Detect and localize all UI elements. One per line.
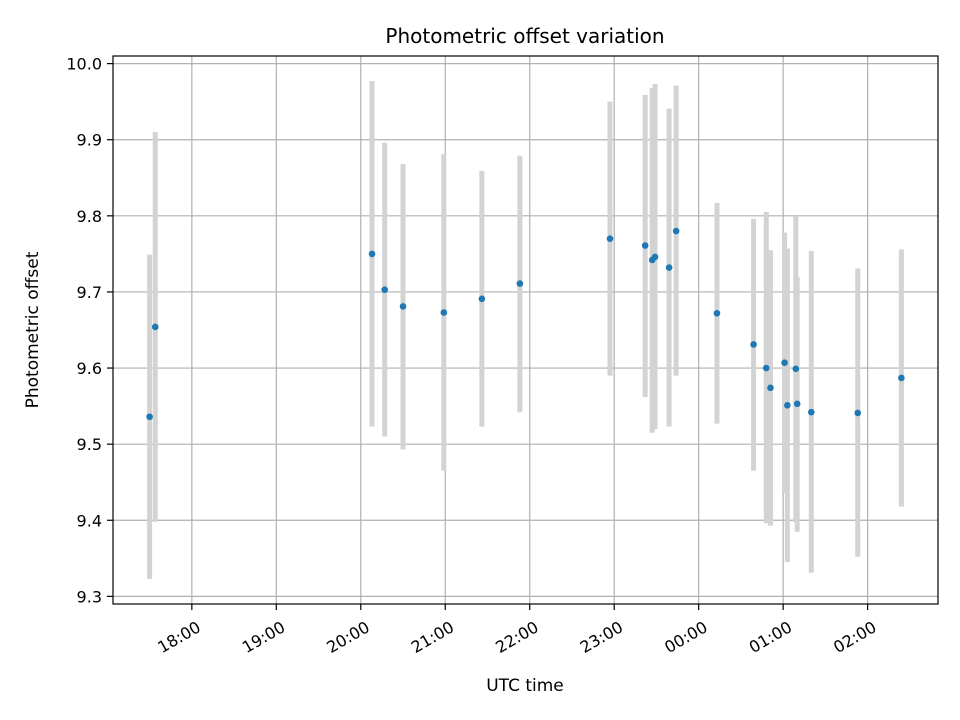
x-tick-label: 22:00 bbox=[492, 617, 541, 657]
x-tick-label: 01:00 bbox=[746, 617, 795, 657]
y-tick-label: 9.4 bbox=[77, 511, 102, 530]
y-tick-label: 9.9 bbox=[77, 131, 102, 150]
data-point bbox=[651, 253, 659, 261]
x-tick-label: 00:00 bbox=[661, 617, 710, 657]
y-axis-label: Photometric offset bbox=[23, 251, 43, 408]
y-axis-ticks: 9.3 9.4 9.5 9.6 9.7 9.8 9.9 10.0 bbox=[66, 55, 113, 606]
x-tick-label: 02:00 bbox=[830, 617, 879, 657]
data-point bbox=[781, 359, 788, 367]
x-axis-label: UTC time bbox=[486, 676, 564, 696]
data-point bbox=[665, 264, 673, 271]
data-point bbox=[750, 341, 757, 348]
y-tick-label: 9.8 bbox=[77, 207, 102, 226]
data-point bbox=[641, 242, 649, 249]
x-tick-label: 18:00 bbox=[154, 617, 203, 657]
y-tick-label: 9.5 bbox=[77, 435, 102, 454]
x-tick-label: 20:00 bbox=[323, 617, 372, 657]
x-tick-label: 21:00 bbox=[408, 617, 457, 657]
error-bars bbox=[147, 81, 904, 579]
x-tick-label: 19:00 bbox=[239, 617, 288, 657]
data-point bbox=[146, 413, 153, 421]
data-point bbox=[762, 364, 770, 372]
data-point bbox=[854, 409, 862, 417]
grid bbox=[113, 56, 938, 604]
y-tick-label: 9.3 bbox=[77, 587, 102, 606]
y-tick-label: 9.6 bbox=[77, 359, 102, 378]
x-axis-ticks: 18:00 19:00 20:00 21:00 22:00 23:00 00:00 01:00… bbox=[154, 604, 880, 657]
y-tick-label: 10.0 bbox=[66, 55, 102, 74]
data-point bbox=[672, 227, 680, 235]
data-point bbox=[606, 235, 614, 242]
data-point bbox=[898, 374, 905, 382]
data-point bbox=[713, 309, 721, 317]
data-point bbox=[807, 408, 815, 416]
data-point bbox=[784, 402, 791, 409]
data-point bbox=[381, 286, 389, 293]
data-point bbox=[440, 309, 448, 316]
data-point bbox=[368, 250, 376, 258]
data-point bbox=[792, 365, 800, 373]
data-point bbox=[516, 280, 524, 287]
plot-area-frame bbox=[112, 55, 939, 605]
y-tick-label: 9.7 bbox=[77, 283, 102, 302]
data-point bbox=[399, 303, 407, 310]
data-point bbox=[767, 384, 774, 392]
chart-title: Photometric offset variation bbox=[385, 24, 664, 48]
data-points bbox=[146, 227, 905, 421]
data-point bbox=[478, 295, 486, 303]
x-tick-label: 23:00 bbox=[577, 617, 626, 657]
data-point bbox=[793, 400, 801, 408]
data-point bbox=[151, 323, 159, 331]
